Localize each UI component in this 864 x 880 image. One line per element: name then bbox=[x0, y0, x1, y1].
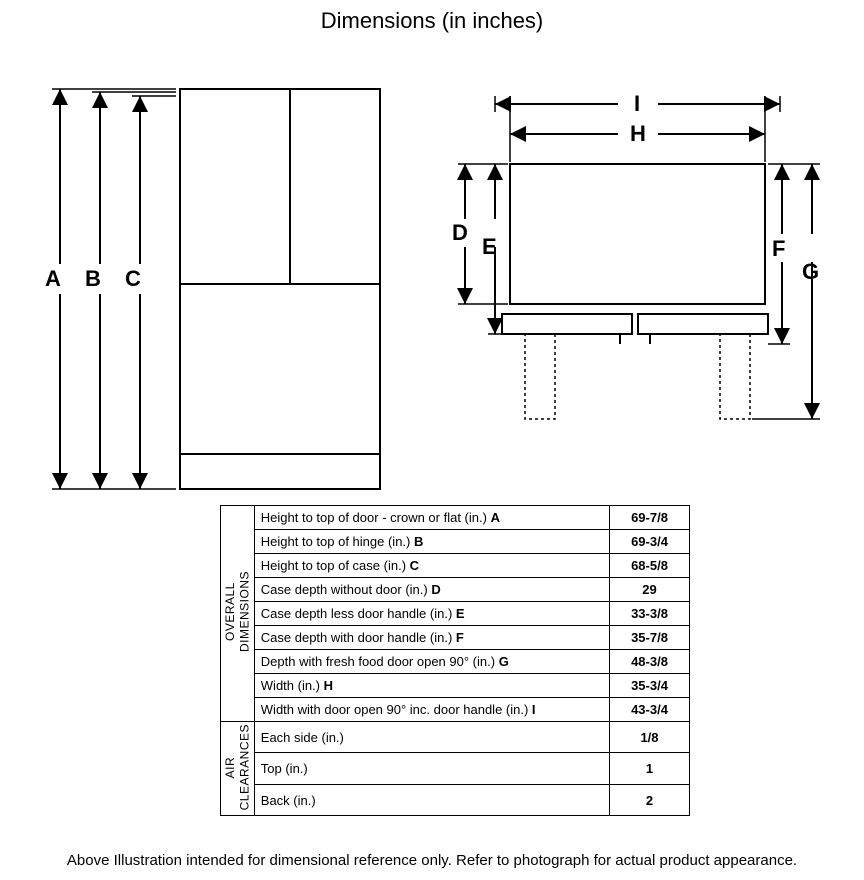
label-i: I bbox=[634, 91, 640, 116]
table-row: Height to top of case (in.) C68-5/8 bbox=[221, 554, 690, 578]
front-view: A B C bbox=[38, 89, 380, 489]
dimension-description: Case depth without door (in.) D bbox=[254, 578, 609, 602]
dimension-description: Back (in.) bbox=[254, 784, 609, 815]
section-header: OVERALLDIMENSIONS bbox=[221, 506, 255, 722]
table-row: Top (in.)1 bbox=[221, 753, 690, 784]
label-g: G bbox=[802, 259, 819, 284]
dimension-description: Width (in.) H bbox=[254, 674, 609, 698]
dimension-description: Height to top of case (in.) C bbox=[254, 554, 609, 578]
dimension-description: Width with door open 90° inc. door handl… bbox=[254, 698, 609, 722]
dimension-value: 33-3/8 bbox=[610, 602, 690, 626]
dimension-value: 43-3/4 bbox=[610, 698, 690, 722]
table-row: OVERALLDIMENSIONSHeight to top of door -… bbox=[221, 506, 690, 530]
dimension-diagram-svg: A B C bbox=[0, 34, 864, 504]
dimension-description: Height to top of hinge (in.) B bbox=[254, 530, 609, 554]
dimensions-table: OVERALLDIMENSIONSHeight to top of door -… bbox=[220, 505, 690, 816]
dimension-value: 35-7/8 bbox=[610, 626, 690, 650]
diagram-area: A B C bbox=[0, 34, 864, 484]
table-row: Back (in.)2 bbox=[221, 784, 690, 815]
dimension-value: 69-3/4 bbox=[610, 530, 690, 554]
table-row: Width (in.) H35-3/4 bbox=[221, 674, 690, 698]
dimension-value: 2 bbox=[610, 784, 690, 815]
dimension-value: 35-3/4 bbox=[610, 674, 690, 698]
label-e: E bbox=[482, 234, 497, 259]
dimension-description: Depth with fresh food door open 90° (in.… bbox=[254, 650, 609, 674]
table-row: Depth with fresh food door open 90° (in.… bbox=[221, 650, 690, 674]
label-h: H bbox=[630, 121, 646, 146]
footnote-text: Above Illustration intended for dimensio… bbox=[0, 852, 864, 869]
dimension-description: Case depth with door handle (in.) F bbox=[254, 626, 609, 650]
dimension-value: 1/8 bbox=[610, 722, 690, 753]
label-a: A bbox=[45, 266, 61, 291]
label-b: B bbox=[85, 266, 101, 291]
dimension-value: 29 bbox=[610, 578, 690, 602]
dimension-description: Each side (in.) bbox=[254, 722, 609, 753]
top-view: D E F G H I bbox=[450, 91, 820, 419]
dimension-value: 1 bbox=[610, 753, 690, 784]
dimension-description: Case depth less door handle (in.) E bbox=[254, 602, 609, 626]
dimension-value: 48-3/8 bbox=[610, 650, 690, 674]
dimension-description: Height to top of door - crown or flat (i… bbox=[254, 506, 609, 530]
label-f: F bbox=[772, 236, 785, 261]
table-row: Width with door open 90° inc. door handl… bbox=[221, 698, 690, 722]
label-c: C bbox=[125, 266, 141, 291]
table-row: Height to top of hinge (in.) B69-3/4 bbox=[221, 530, 690, 554]
table-row: Case depth less door handle (in.) E33-3/… bbox=[221, 602, 690, 626]
dimension-description: Top (in.) bbox=[254, 753, 609, 784]
label-d: D bbox=[452, 220, 468, 245]
dimension-value: 69-7/8 bbox=[610, 506, 690, 530]
table-row: Case depth with door handle (in.) F35-7/… bbox=[221, 626, 690, 650]
table-row: Case depth without door (in.) D29 bbox=[221, 578, 690, 602]
section-header: AIRCLEARANCES bbox=[221, 722, 255, 816]
page-title: Dimensions (in inches) bbox=[0, 0, 864, 34]
table-row: AIRCLEARANCESEach side (in.)1/8 bbox=[221, 722, 690, 753]
dimension-value: 68-5/8 bbox=[610, 554, 690, 578]
